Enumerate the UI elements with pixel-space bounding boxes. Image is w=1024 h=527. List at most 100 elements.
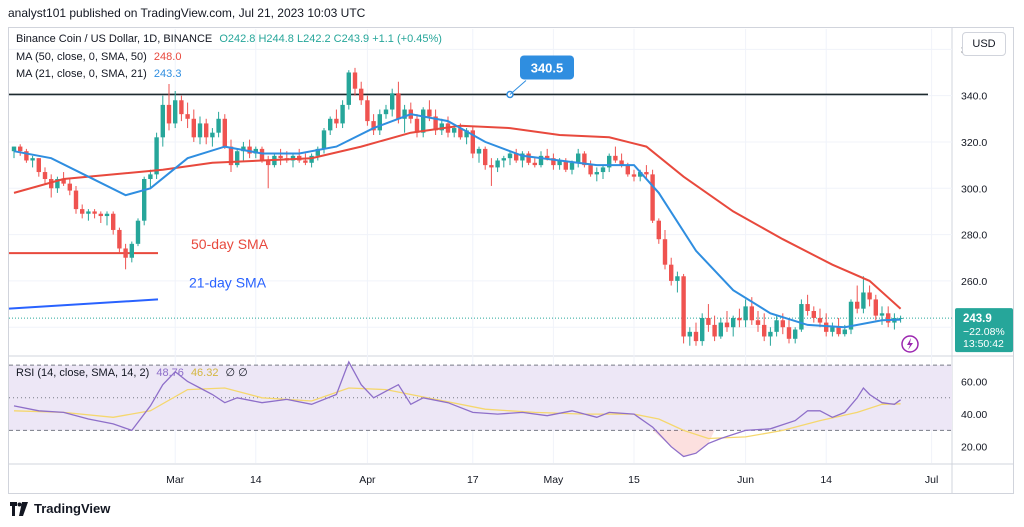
tradingview-footer[interactable]: TradingView [10, 501, 110, 516]
candle-body [346, 72, 351, 105]
ma50-value: 248.0 [153, 51, 182, 63]
candle-body [80, 209, 85, 214]
candle-body [483, 148, 488, 166]
candle-body [123, 248, 128, 258]
candle-body [780, 320, 785, 328]
candle-body [687, 331, 692, 337]
rsi-extra: ∅ ∅ [225, 367, 248, 379]
candle-body [303, 160, 308, 163]
candle-body [836, 327, 841, 335]
candle-body [855, 301, 860, 309]
candle-body [824, 322, 829, 332]
rsi-sma-line [13, 387, 901, 440]
candle-body [135, 220, 141, 244]
publisher-header: analyst101 published on TradingView.com,… [8, 6, 366, 20]
candle-body [495, 160, 500, 168]
time-axis-label: Jul [925, 474, 938, 486]
candle-body [600, 167, 606, 173]
candle-body [247, 146, 252, 154]
candle-body [817, 317, 823, 323]
candle-body [266, 160, 271, 166]
candle-body [98, 213, 103, 217]
time-axis-label: Jun [737, 474, 754, 486]
candle-body [427, 109, 432, 117]
ma50-label: MA (50, close, 0, SMA, 50) [16, 51, 147, 63]
candle-body [365, 100, 370, 122]
candle-body [11, 146, 17, 152]
candle-body [489, 165, 494, 168]
price-tag-timer: 13:50:42 [963, 338, 1004, 350]
candle-body [414, 118, 420, 133]
time-axis-label: Apr [359, 474, 376, 486]
candle-body [743, 306, 748, 321]
candle-body [762, 324, 767, 337]
candle-body [390, 93, 395, 110]
candle-body [594, 172, 599, 175]
tradingview-logo-icon [10, 501, 28, 516]
candle-body [42, 172, 48, 179]
candle-body [117, 229, 122, 249]
candle-body [799, 304, 804, 330]
brand-name: TradingView [34, 501, 111, 516]
symbol-legend: Binance Coin / US Dollar, 1D, BINANCE O2… [16, 33, 442, 45]
chart-frame [8, 27, 1014, 494]
candle-body [582, 153, 587, 166]
sma21-annotation: 21-day SMA [189, 274, 267, 290]
candle-body [160, 104, 165, 138]
candle-body [334, 118, 339, 124]
candle-body [656, 220, 661, 240]
ma50-line [13, 124, 902, 310]
candle-body [879, 313, 885, 316]
candle-body [749, 306, 754, 321]
candle-body [210, 132, 215, 138]
rsi-line [13, 360, 901, 458]
candle-body [464, 130, 469, 138]
candle-body [712, 324, 717, 337]
candle-body [30, 158, 35, 161]
candle-body [693, 331, 699, 342]
candle-body [222, 118, 227, 147]
candle-body [458, 128, 463, 138]
candle-body [179, 100, 184, 115]
candle-body [675, 276, 680, 281]
candle-body [439, 123, 444, 131]
rsi-band [9, 365, 952, 431]
candle-body [185, 114, 190, 119]
time-axis-label: May [543, 474, 564, 486]
ma50-legend: MA (50, close, 0, SMA, 50) 248.0 [16, 51, 181, 63]
resistance-callout-label: 340.5 [531, 60, 564, 75]
candle-body [111, 213, 116, 230]
candle-body [588, 165, 593, 175]
candle-body [793, 329, 798, 339]
candle-body [321, 130, 327, 149]
rsi-oversold-fill [652, 430, 715, 457]
callout-leader [509, 80, 527, 95]
candle-body [724, 322, 730, 328]
candle-body [538, 155, 544, 166]
candle-body [700, 317, 705, 342]
candle-body [638, 172, 643, 177]
candle-body [24, 151, 29, 161]
candle-body [241, 146, 246, 152]
candle-body [173, 100, 178, 124]
candle-body [352, 72, 358, 89]
candle-body [786, 327, 792, 339]
candle-body [36, 158, 41, 173]
candle-body [421, 109, 426, 133]
candle-body [18, 146, 23, 152]
candle-body [532, 162, 537, 166]
ma21-line [13, 113, 901, 329]
rsi-label: RSI (14, close, SMA, 14, 2) [16, 367, 150, 379]
rsi-value: 48.76 [156, 367, 184, 379]
candle-body [805, 304, 810, 311]
candle-body [613, 155, 618, 161]
candle-body [402, 109, 407, 119]
time-axis-label: Mar [166, 474, 185, 486]
candle-body [359, 88, 364, 101]
rsi-tick-label: 60.00 [961, 376, 987, 388]
price-tick-label: 280.0 [961, 230, 987, 242]
currency-button[interactable]: USD [962, 32, 1006, 56]
price-tick-label: 300.0 [961, 183, 987, 195]
candle-body [253, 148, 258, 154]
